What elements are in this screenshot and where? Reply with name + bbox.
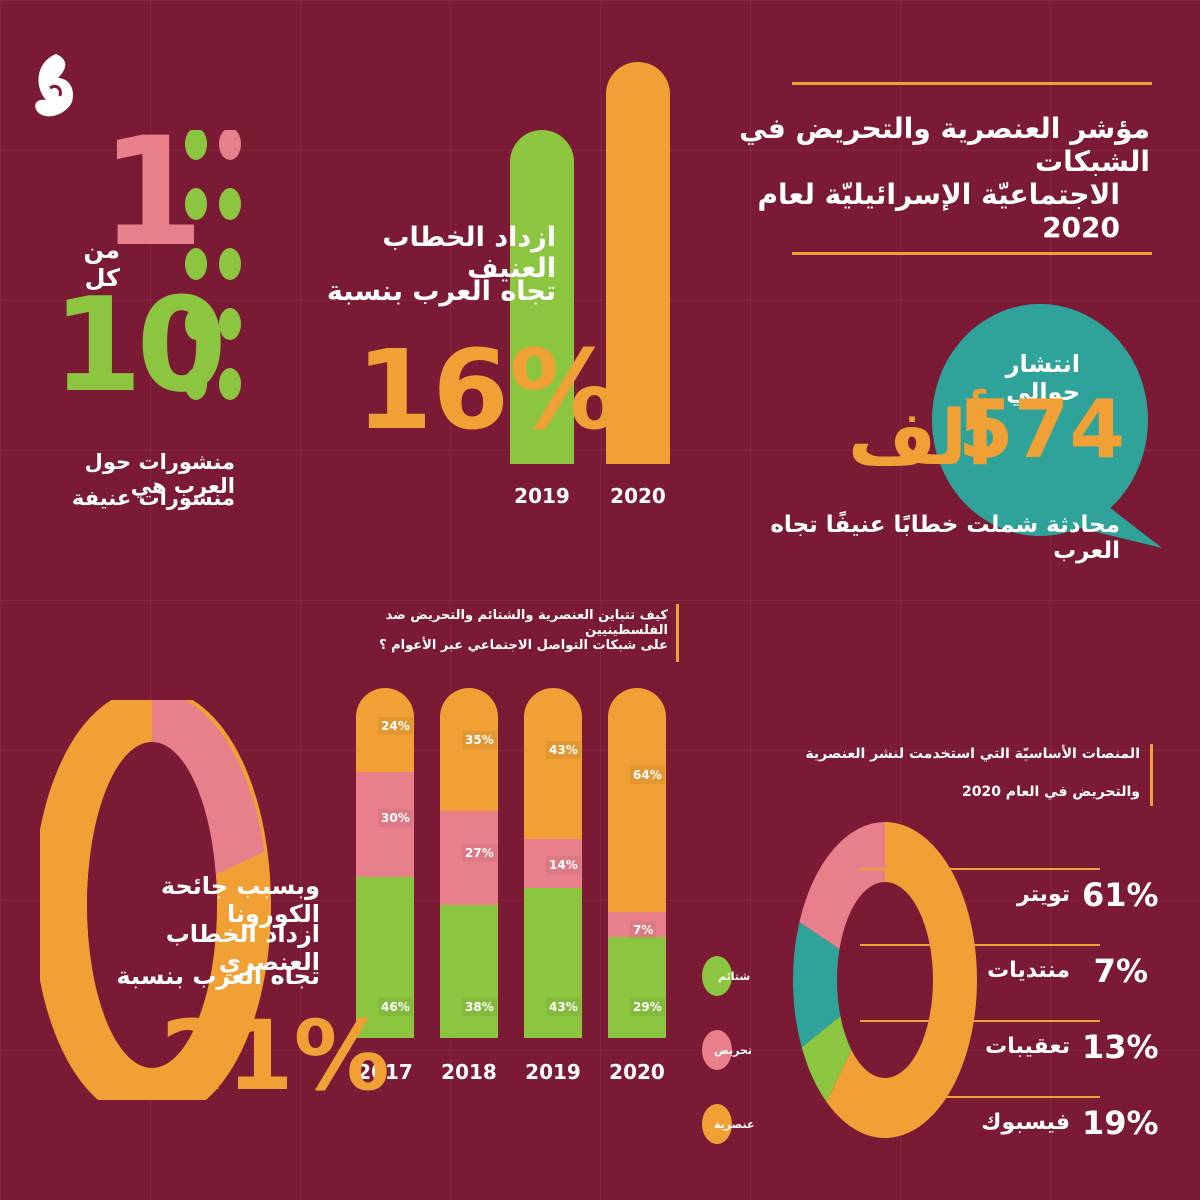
stacked-segment — [524, 688, 582, 839]
dot — [185, 188, 207, 220]
platforms-title-rule — [1150, 744, 1153, 806]
violent-increase-line1: ازداد الخطاب العنيف — [382, 222, 556, 284]
stacked-segment-label: 38% — [462, 998, 497, 1016]
stacked-segment — [524, 838, 582, 888]
stacked-segment-label: 7% — [630, 920, 657, 939]
dot — [219, 308, 241, 340]
violent-increase-line2: تجاه العرب بنسبة — [326, 276, 556, 307]
platform-percent: 19% — [1082, 1104, 1159, 1142]
page-title-line2: الاجتماعيّة الإسرائيليّة لعام 2020 — [757, 178, 1120, 244]
dot-highlighted — [219, 128, 241, 160]
platform-percent: 7% — [1093, 952, 1148, 990]
stacked-bar-chart: 46% 30% 24% 2017 38% 27% 35% 2018 43% 14% 43% 2019 2… — [340, 680, 700, 1100]
stacked-year-label: 2018 — [441, 1060, 497, 1084]
stacked-segment — [440, 688, 498, 811]
spread-caption: محادثة شملت خطابًا عنيفًا تجاه العرب — [770, 512, 1120, 564]
stacked-year-label: 2020 — [609, 1060, 665, 1084]
stacked-segment-label: 30% — [378, 808, 413, 827]
legend-racism-swatch — [702, 1104, 732, 1144]
dot — [185, 128, 207, 160]
legend-insults-swatch — [702, 956, 732, 996]
stacked-segment-label: 43% — [546, 740, 581, 759]
dot-grid — [184, 128, 244, 410]
corona-line2: ازداد الخطاب العنصري — [165, 920, 320, 976]
legend-incitement-label: تحريض — [714, 1044, 753, 1057]
stacked-title-line2: على شبكات التواصل الاجتماعي عبر الأعوام … — [379, 638, 668, 653]
stacked-segment — [524, 887, 582, 1038]
page-title-line1: مؤشر العنصرية والتحريض في الشبكات — [739, 112, 1150, 178]
stacked-segment — [608, 936, 666, 1038]
stacked-segment — [608, 688, 666, 912]
stacked-year-label: 2019 — [525, 1060, 581, 1084]
bar-2019 — [510, 130, 574, 464]
title-bottom-rule — [792, 252, 1152, 255]
violent-increase-percent: 16% — [356, 326, 620, 454]
stacked-year-label: 2017 — [357, 1060, 413, 1084]
dot — [219, 188, 241, 220]
legend-incitement-swatch — [702, 1030, 732, 1070]
stacked-segment — [440, 905, 498, 1038]
dot — [219, 368, 241, 400]
stacked-segment-label: 46% — [378, 998, 413, 1016]
dot — [185, 368, 207, 400]
stacked-segment — [356, 688, 414, 772]
stacked-segment-label: 64% — [630, 766, 665, 785]
stacked-title-line1: كيف تتباين العنصرية والشتائم والتحريض ضد… — [385, 608, 668, 638]
corona-percent: 21% — [160, 1000, 390, 1112]
legend-racism-label: عنصرية — [714, 1118, 755, 1131]
platform-name: تويتر — [1017, 882, 1070, 907]
platforms-title-line2: والتحريض في العام 2020 — [961, 784, 1140, 800]
dot — [185, 248, 207, 280]
corona-donut — [33, 688, 280, 1122]
platform-rule — [860, 1096, 1100, 1098]
stacked-segment-label: 14% — [546, 855, 581, 874]
stacked-segment-label: 43% — [546, 998, 581, 1016]
platform-percent: 61% — [1082, 876, 1159, 914]
platform-name: منتديات — [987, 958, 1070, 983]
stacked-segment — [608, 912, 666, 937]
stacked-segment — [356, 877, 414, 1038]
speech-bubble — [930, 300, 1170, 560]
spread-number: 574 — [958, 383, 1125, 476]
year-label-2019: 2019 — [514, 484, 570, 508]
platform-rule — [860, 868, 1100, 870]
legend-insults-label: شتائم — [718, 970, 751, 983]
dot — [185, 308, 207, 340]
corona-line3: تجاه العرب بنسبة — [116, 962, 320, 990]
corona-line1: وبسبب جائحة الكورونا — [160, 872, 320, 928]
platforms-list: تويتر 61% منتديات 7% تعقيبات 13% فيسبوك 19% — [840, 860, 1160, 1160]
stacked-segment — [440, 810, 498, 905]
platform-rule — [860, 1020, 1100, 1022]
platform-name: تعقيبات — [985, 1034, 1070, 1059]
platform-name: فيسبوك — [981, 1110, 1070, 1135]
dot — [219, 248, 241, 280]
title-top-rule — [792, 82, 1152, 85]
bar-2020 — [606, 62, 670, 464]
year-label-2020: 2020 — [610, 484, 666, 508]
ratio-caption-line2: منشورات عنيفة — [71, 486, 235, 510]
stacked-segment-label: 24% — [378, 717, 413, 736]
stacked-segment-label: 35% — [462, 730, 497, 749]
stacked-title-rule — [676, 604, 679, 662]
corona-donut-hole — [87, 742, 217, 1068]
platforms-title-line1: المنصات الأساسيّة التي استخدمت لنشر العن… — [805, 746, 1140, 762]
stacked-segment — [356, 772, 414, 877]
stacked-segment-label: 27% — [462, 843, 497, 862]
platform-percent: 13% — [1082, 1028, 1159, 1066]
ratio-caption-line1: منشورات حول العرب هي — [84, 450, 235, 498]
platform-rule — [860, 944, 1100, 946]
logo — [26, 48, 84, 124]
stacked-segment-label: 29% — [630, 998, 665, 1016]
spread-label: انتشار حوالي — [1005, 350, 1080, 406]
spread-unit: ألف — [848, 393, 994, 482]
ratio-of-each: من كل — [83, 236, 120, 292]
platforms-donut — [790, 820, 980, 1160]
